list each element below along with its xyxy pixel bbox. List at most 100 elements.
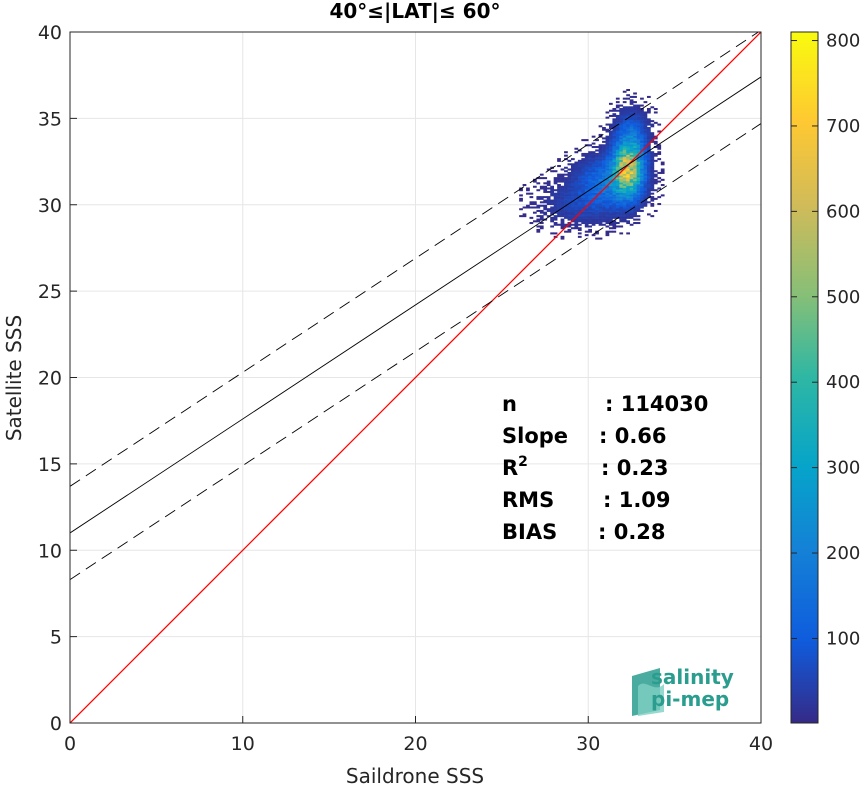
density-cell [615,106,620,109]
density-cell [588,166,593,169]
density-cell [570,180,575,183]
density-cell [636,171,641,174]
density-cell [636,218,641,221]
density-cell [643,154,648,157]
density-cell [650,125,655,128]
density-cell [612,132,617,135]
density-cell [633,142,637,145]
density-cell [643,189,648,192]
density-cell [598,184,603,187]
density-cell [536,218,541,221]
density-cell [602,128,606,131]
density-cell [584,222,589,225]
density-cell [640,156,644,159]
density-cell [591,222,596,225]
density-cell [595,173,599,176]
density-cell [608,187,613,190]
density-cell [581,170,586,173]
density-cell [622,121,627,124]
density-cell [643,171,648,174]
density-cell [591,216,596,219]
density-cell [619,225,624,228]
density-cell [629,216,634,219]
density-cell [567,204,572,207]
density-cell [574,177,579,180]
density-cell [539,216,544,219]
density-cell [612,223,617,226]
density-cell [588,199,593,202]
density-cell [605,206,610,209]
density-cell [605,178,610,181]
density-cell [602,137,606,140]
density-cell [626,109,631,112]
colorbar-tick-label: 700 [826,116,860,137]
density-cell [595,146,599,149]
density-cell [591,142,596,145]
density-cell [608,194,613,197]
density-cell [615,118,620,121]
density-cell [598,218,603,221]
density-cell [574,165,579,168]
density-cell [591,154,596,157]
density-cell [581,158,586,161]
density-cell [640,139,644,142]
density-cell [612,121,617,124]
density-cell [564,194,568,197]
density-cell [595,175,599,178]
density-cell [605,192,610,195]
y-tick-label: 35 [38,108,62,130]
density-cell [574,166,579,169]
density-cell [608,123,613,126]
density-cell [643,184,648,187]
density-cell [608,114,613,117]
density-cell [629,209,634,212]
density-cell [546,182,551,185]
density-cell [553,199,558,202]
density-cell [553,178,558,181]
density-cell [626,211,631,214]
colorbar-tick-label: 200 [826,543,860,564]
density-cell [615,135,620,138]
density-cell [584,201,589,204]
density-cell [584,189,589,192]
density-cell [612,108,617,111]
density-cell [560,208,565,211]
density-cell [581,209,586,212]
density-cell [539,204,544,207]
density-cell [591,220,596,223]
density-cell [646,213,651,216]
density-cell [546,180,551,183]
density-cell [591,177,596,180]
density-cell [567,223,572,226]
density-cell [608,102,613,105]
density-cell [636,199,641,202]
density-cell [622,173,627,176]
density-cell [633,111,637,114]
density-cell [622,146,627,149]
density-cell [629,116,634,119]
density-cell [605,144,610,147]
density-cell [629,154,634,157]
density-cell [577,218,582,221]
density-cell [591,223,596,226]
density-cell [619,132,624,135]
density-cell [653,137,658,140]
density-cell [626,146,631,149]
density-cell [588,165,593,168]
density-cell [581,222,586,225]
density-cell [633,108,637,111]
density-cell [626,206,631,209]
density-cell [605,175,610,178]
density-cell [553,170,558,173]
density-cell [646,166,651,169]
density-cell [650,175,655,178]
density-cell [581,204,586,207]
density-cell [581,192,586,195]
density-cell [574,199,579,202]
density-cell [553,216,558,219]
density-cell [619,116,624,119]
density-cell [588,230,593,233]
density-cell [546,197,551,200]
colorbar-tick-label: 100 [826,628,860,649]
density-cell [605,225,610,228]
